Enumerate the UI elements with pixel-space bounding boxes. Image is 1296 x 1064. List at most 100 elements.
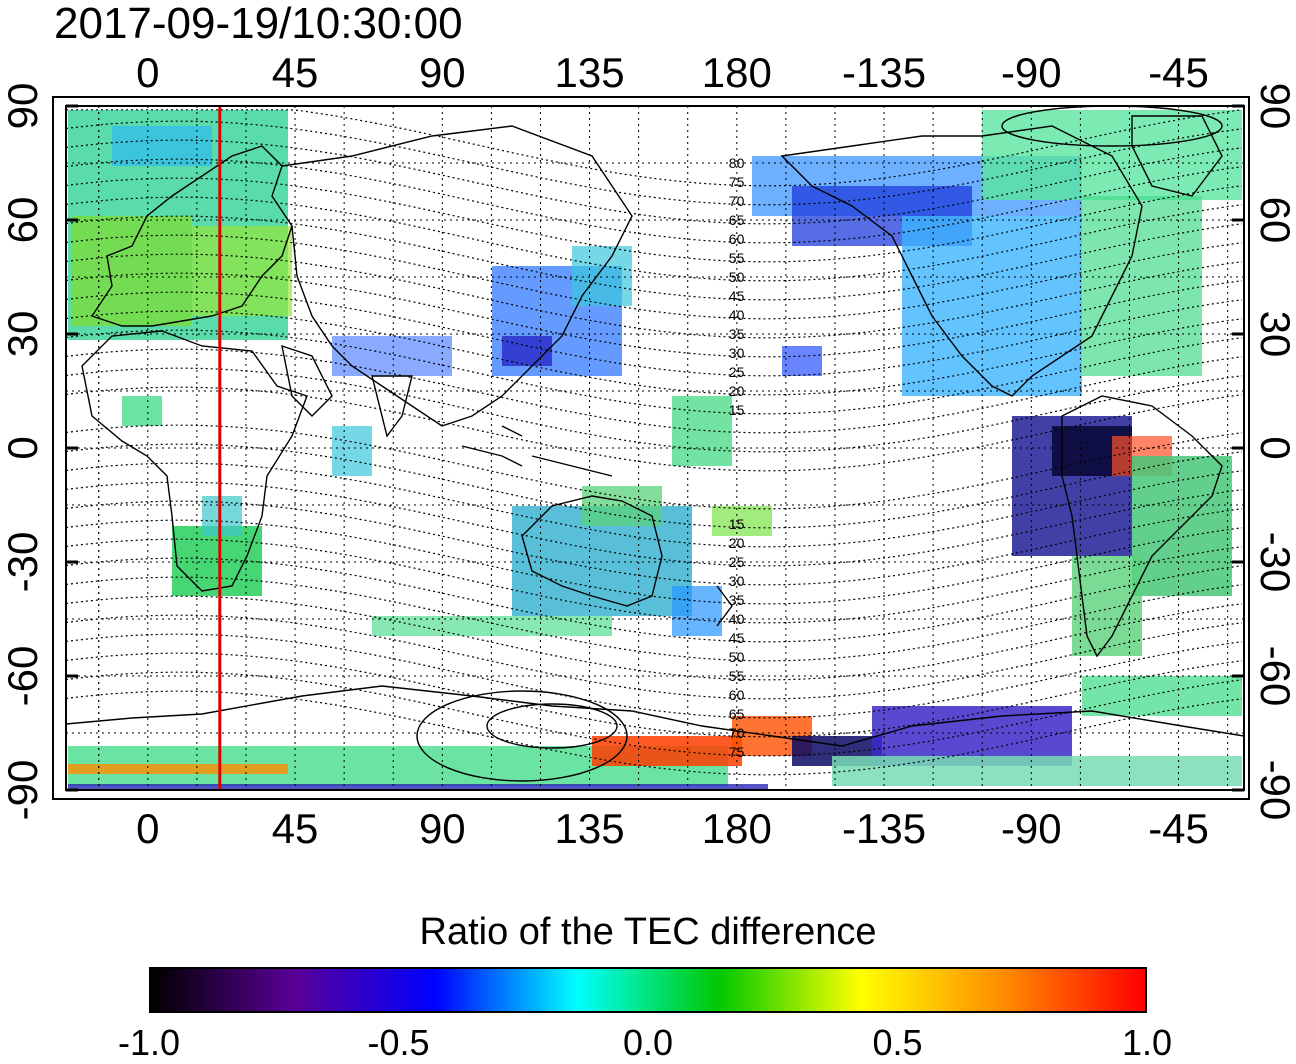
left-lat-tick-label: 30 xyxy=(0,310,46,358)
right-lat-tick-label: 60 xyxy=(1252,196,1296,244)
europe-coast xyxy=(90,145,293,327)
top-lon-tick-label: 90 xyxy=(418,49,466,96)
left-lat-tick-label: 90 xyxy=(0,82,46,130)
magnetic-latitude-contour xyxy=(65,462,1243,548)
arabia-coast xyxy=(281,344,333,417)
north-magnetic-pole-ring xyxy=(1001,106,1223,147)
magnetic-latitude-contour xyxy=(65,538,1243,624)
contour-label: 75 xyxy=(729,744,745,760)
contour-label: 45 xyxy=(729,288,745,304)
contour-label: 30 xyxy=(729,345,745,361)
magnetic-latitude-contour xyxy=(65,652,1243,738)
magnetic-latitude-contour xyxy=(65,671,1243,757)
bottom-lon-tick-label: 180 xyxy=(701,805,772,852)
right-lat-tick-label: 30 xyxy=(1252,310,1296,358)
top-lon-tick-label: -135 xyxy=(842,49,927,96)
magnetic-latitude-contour xyxy=(65,329,1243,415)
left-lat-tick-label: -60 xyxy=(0,645,46,707)
colorbar-tick-label: 0.5 xyxy=(872,1022,923,1063)
contour-label: 75 xyxy=(729,174,745,190)
magnetic-latitude-contour xyxy=(65,367,1243,453)
colorbar-tick-label: -1.0 xyxy=(117,1022,181,1063)
left-lat-tick-label: 60 xyxy=(0,196,46,244)
contour-label: 40 xyxy=(729,307,745,323)
magnetic-latitude-contour xyxy=(65,196,1243,282)
lat-lon-grid xyxy=(66,104,1244,792)
colorbar-title: Ratio of the TEC difference xyxy=(419,911,877,953)
contour-label: 60 xyxy=(729,687,745,703)
contour-label: 70 xyxy=(729,725,745,741)
contour-label: 70 xyxy=(729,193,745,209)
top-lon-tick-label: -90 xyxy=(1000,49,1062,96)
magnetic-latitude-contour xyxy=(65,139,1243,225)
outer-frame xyxy=(52,96,1250,800)
top-lon-tick-label: -45 xyxy=(1148,49,1209,96)
magnetic-latitude-contour xyxy=(65,120,1243,206)
bottom-lon-tick-label: -90 xyxy=(1000,805,1062,852)
north-america-coast xyxy=(780,125,1143,397)
colorbar-tick-label: 0.0 xyxy=(622,1022,674,1063)
left-lat-tick-label: -30 xyxy=(0,531,46,593)
magnetic-latitude-contour xyxy=(65,424,1243,510)
right-lat-tick-label: -60 xyxy=(1252,645,1296,707)
bottom-lon-tick-label: 0 xyxy=(136,805,160,852)
contour-label: 15 xyxy=(729,516,745,532)
right-lat-tick-label: 0 xyxy=(1252,436,1296,460)
tec-ratio-data xyxy=(68,110,1242,790)
top-lon-tick-label: 135 xyxy=(554,49,625,96)
magnetic-latitude-contour xyxy=(65,633,1243,719)
magnetic-latitude-contour xyxy=(65,158,1243,244)
contour-label: 55 xyxy=(729,250,745,266)
magnetic-latitude-contour xyxy=(65,557,1243,643)
top-lon-tick-label: 45 xyxy=(271,49,319,96)
south-pole-ring-2 xyxy=(416,690,628,782)
contour-label: 20 xyxy=(729,535,745,551)
indonesia-coast xyxy=(461,425,613,477)
contour-label: 50 xyxy=(729,649,745,665)
bottom-lon-tick-label: 135 xyxy=(554,805,625,852)
contour-label: 45 xyxy=(729,630,745,646)
coastlines xyxy=(66,106,1244,782)
india-coast xyxy=(371,375,413,438)
asia-coast xyxy=(281,125,633,427)
contour-label: 65 xyxy=(729,212,745,228)
magnetic-contours xyxy=(65,109,1243,776)
contour-label: 35 xyxy=(729,326,745,342)
bottom-lon-tick-label: 45 xyxy=(271,805,319,852)
contour-label: 20 xyxy=(729,383,745,399)
magnetic-latitude-contour xyxy=(65,272,1243,358)
magnetic-latitude-contour xyxy=(65,443,1243,529)
bottom-lon-tick-label: -135 xyxy=(842,805,927,852)
magnetic-latitude-contour xyxy=(65,310,1243,396)
magnetic-latitude-contour xyxy=(65,253,1243,339)
contour-label: 60 xyxy=(729,231,745,247)
contour-label: 80 xyxy=(729,155,745,171)
contour-label: 15 xyxy=(729,402,745,418)
right-lat-tick-label: -30 xyxy=(1252,531,1296,593)
africa-coast xyxy=(81,330,308,592)
magnetic-latitude-contour xyxy=(65,386,1243,472)
world-map: 80 75 70 65 60 55 50 45 40 35 30 25 20 15 15 20 25 30 35 40… xyxy=(52,96,1250,800)
left-lat-tick-label: -90 xyxy=(0,759,46,821)
right-lat-tick-label: -90 xyxy=(1252,759,1296,821)
bottom-lon-tick-label: -45 xyxy=(1148,805,1209,852)
new-zealand-coast xyxy=(716,585,733,627)
contour-label: 50 xyxy=(729,269,745,285)
magnetic-latitude-contour xyxy=(65,481,1243,567)
contour-label: 35 xyxy=(729,592,745,608)
contour-label: 30 xyxy=(729,573,745,589)
top-lon-tick-label: 0 xyxy=(136,49,160,96)
contour-label: 25 xyxy=(729,364,745,380)
magnetic-latitude-contour xyxy=(65,234,1243,320)
magnetic-latitude-contour xyxy=(66,109,1243,187)
contour-label: 65 xyxy=(729,706,745,722)
contour-label: 55 xyxy=(729,668,745,684)
south-magnetic-pole-ring xyxy=(486,703,618,749)
contour-label: 25 xyxy=(729,554,745,570)
right-lat-tick-label: 90 xyxy=(1252,82,1296,130)
magnetic-latitude-contour xyxy=(65,595,1243,681)
antarctica-coast xyxy=(66,685,1244,747)
map-frame xyxy=(65,105,1245,791)
magnetic-latitude-contour xyxy=(65,576,1243,662)
magnetic-latitude-contour xyxy=(65,291,1243,377)
